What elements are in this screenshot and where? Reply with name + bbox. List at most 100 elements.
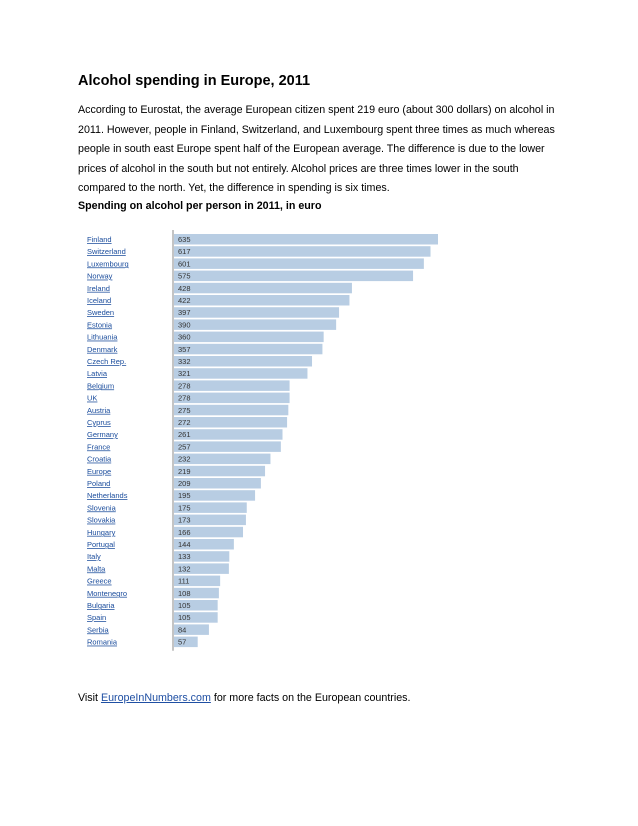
value-label: 57: [178, 638, 186, 647]
category-label[interactable]: Italy: [87, 552, 101, 561]
value-label: 144: [178, 540, 191, 549]
category-label[interactable]: Netherlands: [87, 491, 128, 500]
category-label[interactable]: Spain: [87, 613, 106, 622]
value-label: 601: [178, 259, 191, 268]
value-label: 357: [178, 345, 191, 354]
bar-latvia: [174, 368, 308, 379]
category-label[interactable]: Serbia: [87, 625, 110, 634]
value-label: 173: [178, 516, 191, 525]
value-label: 332: [178, 357, 191, 366]
bar-slovakia: [174, 514, 246, 526]
category-label[interactable]: Belgium: [87, 381, 114, 390]
category-label[interactable]: Finland: [87, 235, 112, 244]
value-label: 232: [178, 455, 191, 464]
europeinnumbers-link[interactable]: EuropeInNumbers.com: [100, 692, 211, 704]
value-label: 360: [178, 333, 191, 342]
category-label[interactable]: Iceland: [87, 296, 111, 305]
footer-text: Visit EuropeInNumbers.com for more facts…: [78, 692, 410, 704]
value-label: 278: [178, 394, 191, 403]
value-label: 278: [178, 381, 191, 390]
bar-montenegro: [174, 587, 219, 599]
bar-estonia: [174, 319, 337, 330]
bar-romania: [174, 636, 198, 648]
value-label: 428: [178, 284, 191, 293]
category-label[interactable]: Norway: [87, 272, 113, 281]
bar-france: [174, 441, 281, 452]
bar-luxembourg: [174, 258, 424, 269]
category-label[interactable]: Greece: [87, 577, 112, 586]
category-label[interactable]: Hungary: [87, 528, 116, 537]
category-label[interactable]: Estonia: [87, 320, 113, 329]
category-label[interactable]: Slovenia: [87, 503, 117, 512]
value-label: 133: [178, 552, 191, 561]
value-label: 105: [178, 601, 191, 610]
alcohol-spending-chart: Finland 635 Switzerland 617 Luxembourg 601 Nor…: [85, 230, 455, 660]
bar-lithuania: [174, 331, 324, 343]
bar-portugal: [174, 539, 234, 550]
category-label[interactable]: Switzerland: [87, 247, 126, 256]
category-label[interactable]: Austria: [87, 406, 111, 415]
value-label: 219: [178, 467, 191, 476]
bar-iceland: [174, 295, 350, 306]
category-label[interactable]: Denmark: [87, 345, 118, 354]
value-label: 397: [178, 308, 191, 317]
category-label[interactable]: Europe: [87, 467, 111, 476]
bar-slovenia: [174, 502, 247, 513]
document-title: Alcohol spending in Europe, 2011: [78, 73, 311, 89]
bar-chart-svg: Finland 635 Switzerland 617 Luxembourg 601 Nor…: [87, 230, 438, 651]
bar-belgium: [174, 380, 290, 391]
value-label: 272: [178, 418, 191, 427]
value-label: 105: [178, 613, 191, 622]
bar-switzerland: [174, 246, 431, 257]
category-label[interactable]: Montenegro: [87, 589, 127, 598]
bar-serbia: [174, 624, 209, 635]
value-label: 166: [178, 528, 191, 537]
bar-uk: [174, 392, 290, 404]
category-label[interactable]: Cyprus: [87, 418, 111, 427]
value-label: 635: [178, 235, 191, 244]
category-label[interactable]: Croatia: [87, 455, 112, 464]
footer-prefix: Visit: [78, 692, 101, 704]
value-label: 175: [178, 503, 191, 512]
bar-sweden: [174, 307, 340, 318]
category-label[interactable]: Germany: [87, 430, 118, 439]
chart-heading: Spending on alcohol per person in 2011, …: [78, 200, 322, 212]
bar-denmark: [174, 343, 323, 355]
bar-spain: [174, 612, 218, 623]
bar-greece: [174, 575, 221, 587]
bar-netherlands: [174, 490, 256, 501]
category-label[interactable]: Poland: [87, 479, 110, 488]
bar-croatia: [174, 453, 271, 465]
value-label: 84: [178, 625, 186, 634]
value-label: 261: [178, 430, 191, 439]
value-label: 132: [178, 564, 191, 573]
value-label: 111: [178, 577, 189, 586]
bar-poland: [174, 478, 261, 489]
value-label: 575: [178, 272, 191, 281]
value-label: 390: [178, 320, 191, 329]
category-label[interactable]: France: [87, 442, 110, 451]
category-label[interactable]: Luxembourg: [87, 259, 129, 268]
bar-finland: [174, 234, 438, 245]
category-label[interactable]: Portugal: [87, 540, 115, 549]
bar-czech-rep-: [174, 356, 313, 367]
bar-bulgaria: [174, 600, 218, 611]
value-label: 617: [178, 247, 191, 256]
category-label[interactable]: Czech Rep.: [87, 357, 126, 366]
intro-paragraph: According to Eurostat, the average Europ…: [78, 104, 555, 194]
category-label[interactable]: Ireland: [87, 284, 110, 293]
category-label[interactable]: Romania: [87, 638, 118, 647]
bar-europe: [174, 465, 266, 477]
category-label[interactable]: Slovakia: [87, 516, 116, 525]
value-label: 422: [178, 296, 191, 305]
category-label[interactable]: Bulgaria: [87, 601, 115, 610]
value-label: 108: [178, 589, 191, 598]
category-label[interactable]: Lithuania: [87, 333, 118, 342]
bar-germany: [174, 429, 283, 440]
value-label: 257: [178, 442, 191, 451]
category-label[interactable]: Latvia: [87, 369, 108, 378]
category-label[interactable]: Malta: [87, 564, 106, 573]
category-label[interactable]: UK: [87, 394, 97, 403]
category-label[interactable]: Sweden: [87, 308, 114, 317]
bar-ireland: [174, 282, 352, 294]
